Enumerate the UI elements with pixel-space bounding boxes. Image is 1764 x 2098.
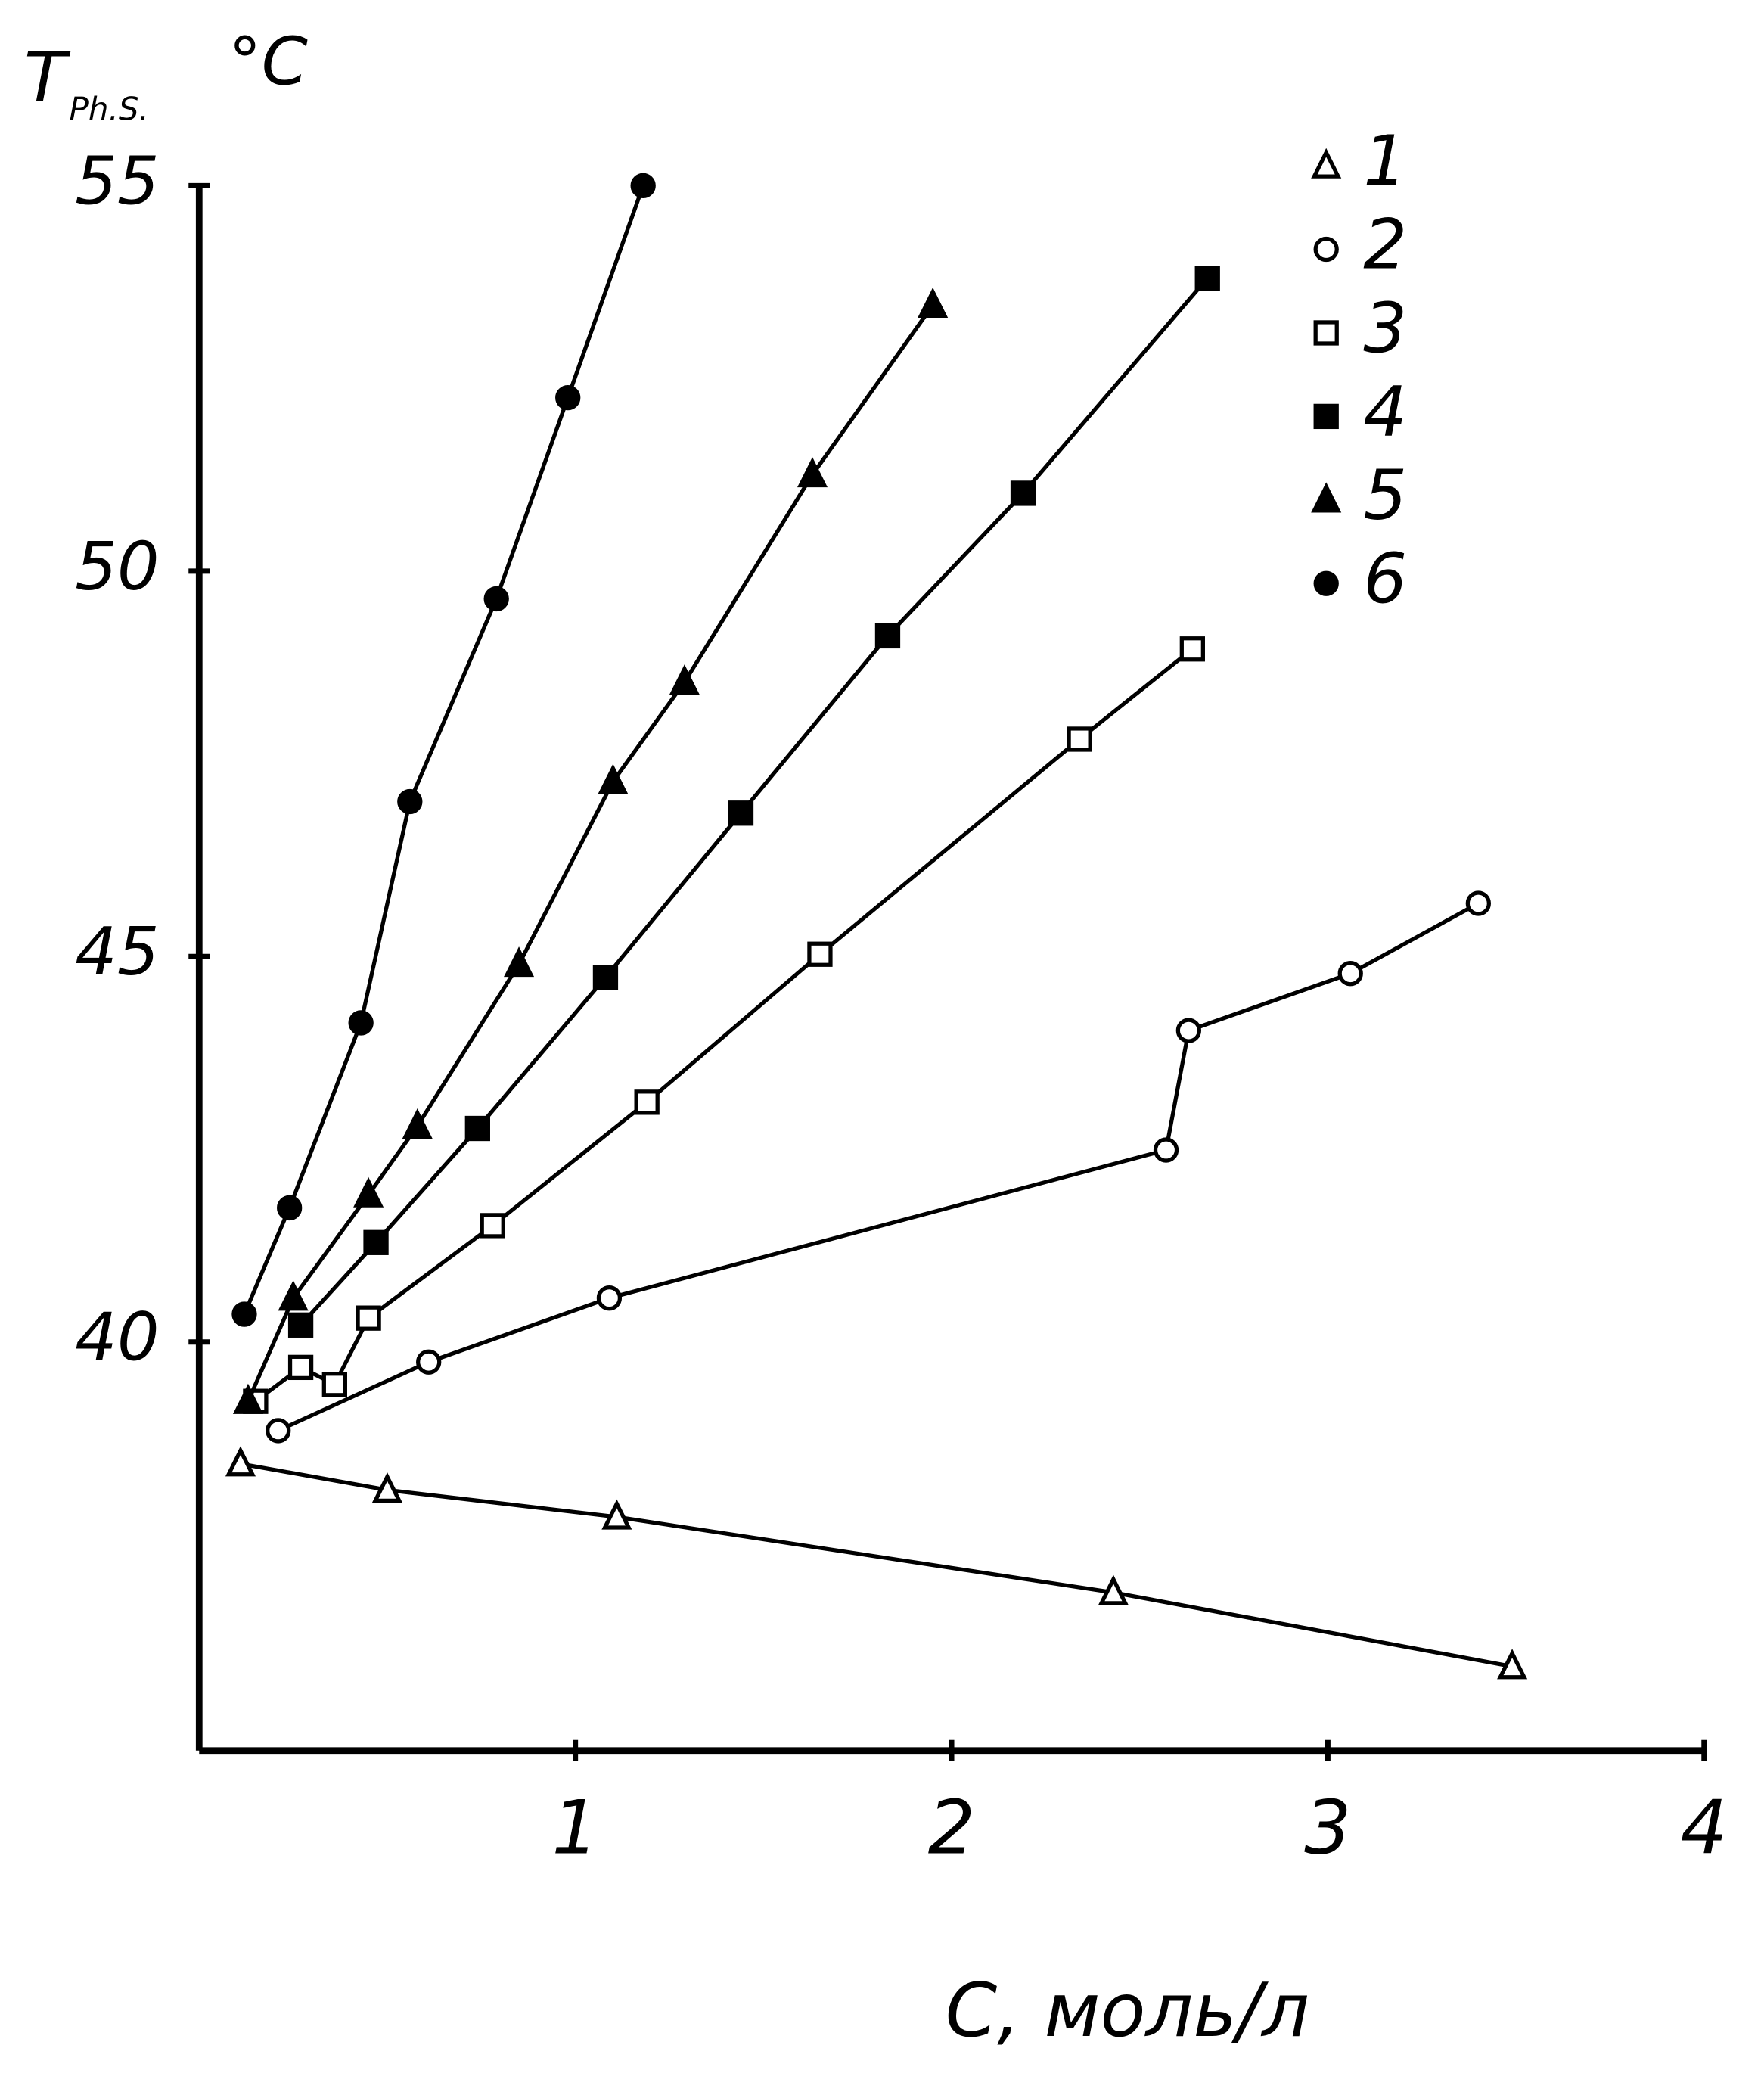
data-point: [480, 1213, 505, 1239]
data-point: [598, 763, 629, 794]
x-tick-label: 4: [1681, 1785, 1728, 1871]
data-point: [797, 457, 828, 488]
legend-marker: [1311, 482, 1342, 513]
legend-label: 1: [1363, 121, 1407, 201]
legend-marker: [1313, 236, 1339, 263]
data-point: [1175, 1018, 1202, 1043]
legend-marker: [1311, 148, 1342, 179]
data-point: [266, 1418, 291, 1444]
data-point: [1010, 480, 1036, 506]
data-point: [277, 1195, 303, 1221]
data-point: [464, 1115, 490, 1142]
data-point: [1067, 726, 1092, 752]
y-unit: °C: [228, 23, 308, 101]
data-point: [278, 1280, 309, 1311]
data-point: [416, 1349, 442, 1375]
series-line: [240, 1462, 1513, 1669]
data-point: [504, 946, 535, 978]
data-point: [555, 384, 581, 411]
legend-label: 2: [1363, 204, 1407, 284]
legend-label: 3: [1363, 288, 1407, 368]
y-tick-label: 55: [75, 142, 160, 219]
data-point: [592, 965, 619, 990]
data-point: [630, 173, 656, 199]
data-point: [321, 1372, 347, 1397]
data-point: [1179, 636, 1205, 662]
y-tick-label: 45: [75, 913, 160, 990]
data-point: [397, 788, 423, 815]
data-point: [807, 941, 833, 967]
y-tick-label: 50: [75, 528, 160, 605]
series-line: [254, 647, 1194, 1403]
series-line: [277, 901, 1480, 1433]
data-point: [363, 1229, 389, 1255]
legend-marker: [1313, 320, 1339, 346]
legend-label: 5: [1363, 455, 1407, 536]
series-line: [242, 185, 645, 1316]
legend-label: 6: [1363, 539, 1407, 619]
data-point: [1098, 1574, 1129, 1605]
data-point: [287, 1312, 314, 1338]
data-point: [601, 1499, 632, 1530]
data-point: [918, 287, 949, 318]
y-label: T: [24, 38, 71, 118]
x-tick-label: 2: [928, 1785, 975, 1871]
legend-label: 4: [1363, 371, 1407, 452]
data-point: [728, 800, 754, 826]
data-point: [356, 1305, 381, 1331]
data-point: [483, 586, 509, 612]
data-point: [225, 1446, 256, 1477]
legend-marker: [1313, 403, 1339, 430]
y-label-subscript: Ph.S.: [70, 91, 149, 128]
data-point: [1153, 1137, 1179, 1163]
data-point: [874, 623, 901, 649]
data-point: [402, 1108, 433, 1139]
data-point: [1497, 1649, 1528, 1680]
data-point: [231, 1301, 257, 1327]
data-point: [669, 664, 700, 695]
x-label: C, моль/л: [946, 1968, 1309, 2054]
series-line: [246, 303, 935, 1403]
data-point: [353, 1176, 384, 1208]
data-point: [1465, 890, 1491, 916]
data-point: [596, 1285, 623, 1311]
data-point: [1337, 961, 1363, 987]
x-tick-label: 1: [551, 1785, 598, 1871]
y-tick-label: 40: [75, 1299, 160, 1376]
data-point: [634, 1089, 660, 1115]
x-tick-label: 3: [1304, 1785, 1351, 1871]
data-point: [371, 1472, 402, 1503]
data-point: [348, 1010, 374, 1036]
data-point: [287, 1354, 314, 1381]
data-point: [1194, 266, 1220, 291]
series-line: [299, 276, 1210, 1327]
data-point: [232, 1383, 263, 1414]
legend-marker: [1313, 570, 1339, 596]
